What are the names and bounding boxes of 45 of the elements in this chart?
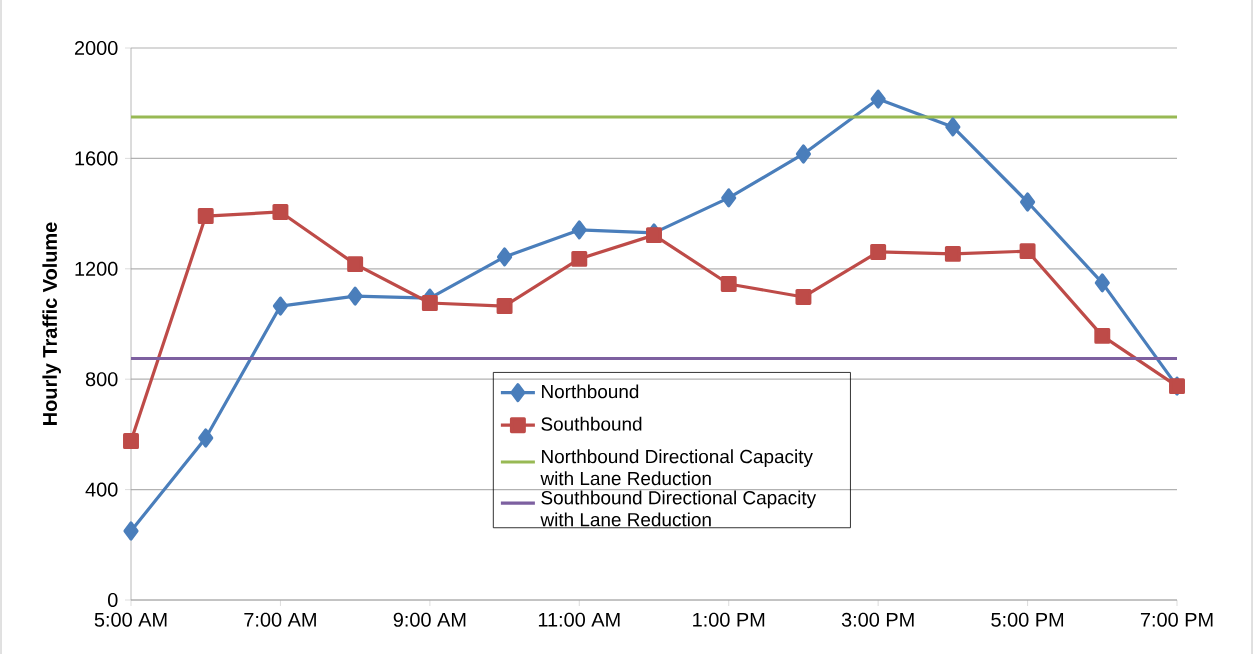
point [721, 188, 737, 208]
point [571, 250, 588, 267]
point [347, 286, 363, 306]
point [1019, 243, 1036, 260]
x-tick-label: 5:00 PM [991, 612, 1064, 627]
x-tick-label: 7:00 PM [1140, 612, 1213, 627]
y-axis-title: Hourly Traffic Volume [42, 222, 61, 425]
point [571, 220, 587, 240]
legend-label: Northbound Directional Capacity with Lane Reduction [540, 449, 813, 486]
point [870, 243, 887, 260]
point [795, 288, 812, 305]
point [870, 89, 886, 109]
point [795, 144, 812, 164]
x-tick-label: 11:00 AM [538, 612, 620, 627]
point [1094, 273, 1110, 293]
x-tick-label: 7:00 AM [244, 612, 316, 627]
x-tick-label: 5:00 AM [94, 612, 167, 627]
point [646, 227, 662, 244]
point [272, 296, 289, 316]
point [123, 521, 139, 541]
point [123, 433, 139, 449]
y-tick-label: 1600 [75, 151, 118, 166]
point [347, 256, 364, 273]
y-tick-label: 400 [85, 482, 118, 497]
legend-label: Southbound [541, 416, 642, 431]
point [944, 245, 961, 262]
point [198, 428, 214, 448]
y-tick-label: 800 [85, 372, 118, 387]
point [496, 298, 513, 315]
point [1094, 327, 1111, 344]
x-tick-label: 3:00 PM [841, 612, 914, 627]
legend-label: Southbound Directional Capacity with Lane Reduction [540, 490, 817, 527]
x-tick-label: 1:00 PM [693, 612, 765, 627]
point [197, 208, 214, 225]
point [272, 203, 289, 220]
point [1020, 192, 1036, 212]
point [945, 117, 961, 137]
y-tick-label: 0 [107, 592, 118, 608]
legend-label: Northbound [542, 384, 639, 399]
point [720, 276, 737, 292]
y-tick-label: 2000 [74, 40, 118, 56]
point [496, 247, 513, 267]
point [421, 295, 438, 311]
y-tick-label: 1200 [75, 261, 118, 276]
x-tick-label: 9:00 AM [393, 612, 466, 627]
